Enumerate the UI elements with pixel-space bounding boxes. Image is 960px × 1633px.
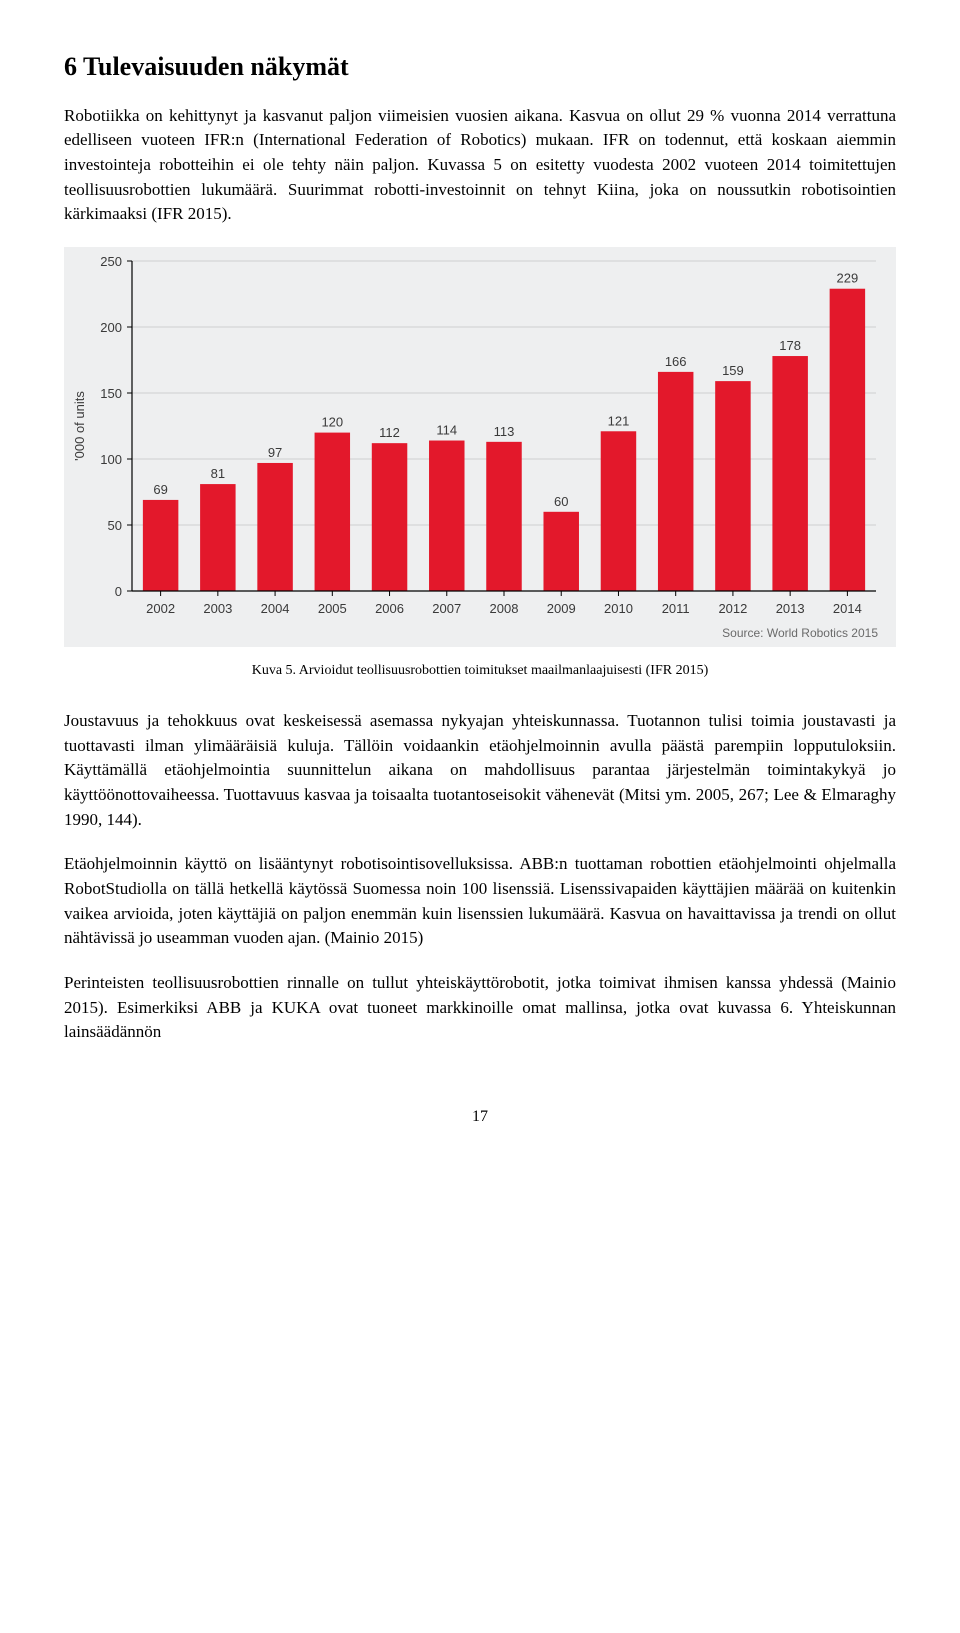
svg-text:2003: 2003 bbox=[203, 601, 232, 616]
svg-text:Source: World Robotics 2015: Source: World Robotics 2015 bbox=[722, 626, 878, 640]
svg-text:120: 120 bbox=[321, 414, 343, 429]
svg-text:69: 69 bbox=[153, 482, 167, 497]
bar-chart: 0 50 100 150 200 250 '000 of units 69 2002 81 2003… bbox=[64, 247, 896, 647]
page-number: 17 bbox=[64, 1105, 896, 1128]
paragraph-4: Perinteisten teollisuusrobottien rinnall… bbox=[64, 971, 896, 1045]
svg-text:97: 97 bbox=[268, 445, 282, 460]
svg-text:2002: 2002 bbox=[146, 601, 175, 616]
svg-text:113: 113 bbox=[494, 424, 515, 439]
svg-text:2011: 2011 bbox=[662, 601, 690, 616]
svg-text:150: 150 bbox=[100, 386, 122, 401]
svg-text:159: 159 bbox=[722, 363, 744, 378]
svg-text:81: 81 bbox=[211, 466, 225, 481]
bar-chart-svg: 0 50 100 150 200 250 '000 of units 69 2002 81 2003… bbox=[64, 247, 896, 647]
svg-text:2006: 2006 bbox=[375, 601, 404, 616]
svg-text:2014: 2014 bbox=[833, 601, 862, 616]
figure-caption: Kuva 5. Arvioidut teollisuusrobottien to… bbox=[64, 661, 896, 681]
svg-text:2009: 2009 bbox=[547, 601, 576, 616]
svg-text:50: 50 bbox=[108, 518, 122, 533]
svg-text:112: 112 bbox=[379, 425, 400, 440]
svg-text:2004: 2004 bbox=[261, 601, 290, 616]
svg-text:'000 of units: '000 of units bbox=[72, 391, 87, 461]
svg-text:2008: 2008 bbox=[490, 601, 519, 616]
svg-text:229: 229 bbox=[837, 271, 859, 286]
section-heading: 6 Tulevaisuuden näkymät bbox=[64, 48, 896, 86]
svg-text:166: 166 bbox=[665, 354, 687, 369]
paragraph-3: Etäohjelmoinnin käyttö on lisääntynyt ro… bbox=[64, 852, 896, 951]
svg-text:60: 60 bbox=[554, 494, 568, 509]
svg-text:121: 121 bbox=[608, 413, 630, 428]
svg-text:2005: 2005 bbox=[318, 601, 347, 616]
svg-text:2010: 2010 bbox=[604, 601, 633, 616]
svg-text:200: 200 bbox=[100, 320, 122, 335]
svg-text:2013: 2013 bbox=[776, 601, 805, 616]
paragraph-2: Joustavuus ja tehokkuus ovat keskeisessä… bbox=[64, 709, 896, 832]
svg-text:2012: 2012 bbox=[718, 601, 747, 616]
svg-text:114: 114 bbox=[436, 422, 457, 437]
svg-text:0: 0 bbox=[115, 584, 122, 599]
paragraph-1: Robotiikka on kehittynyt ja kasvanut pal… bbox=[64, 104, 896, 227]
svg-text:178: 178 bbox=[779, 338, 801, 353]
svg-text:100: 100 bbox=[100, 452, 122, 467]
svg-text:2007: 2007 bbox=[432, 601, 461, 616]
svg-text:250: 250 bbox=[100, 254, 122, 269]
